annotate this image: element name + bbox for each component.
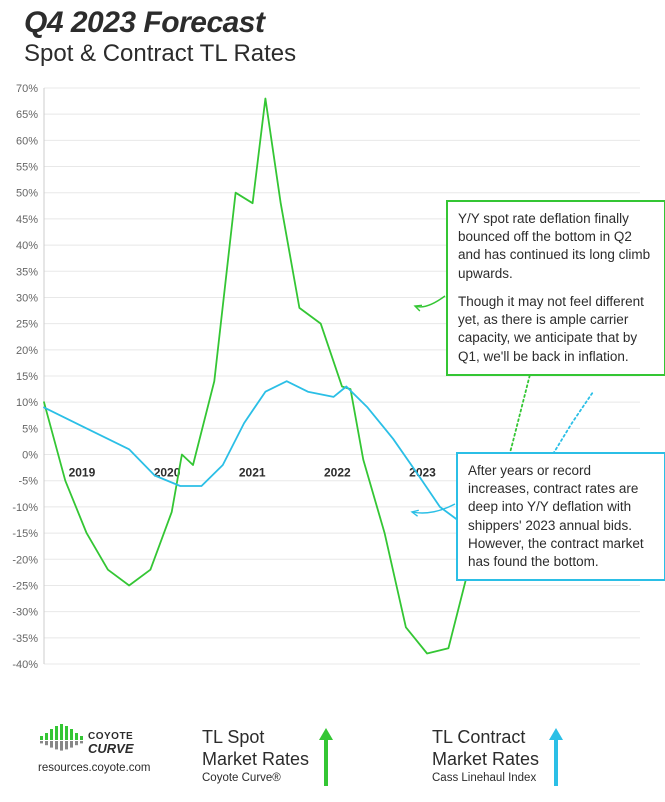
legend-contract-line2: Market Rates bbox=[432, 749, 539, 771]
line-chart: -40% -35% -30% -25% -20% -15% -10% -5% 0% 5% 10% 15… bbox=[0, 78, 665, 688]
svg-text:20%: 20% bbox=[16, 345, 38, 357]
svg-text:30%: 30% bbox=[16, 292, 38, 304]
svg-text:55%: 55% bbox=[16, 162, 38, 174]
callout-spot: Y/Y spot rate deflation finally bounced … bbox=[446, 200, 665, 376]
svg-text:60%: 60% bbox=[16, 135, 38, 147]
legend-spot: TL Spot Market Rates Coyote Curve® bbox=[202, 727, 333, 786]
legend-contract-sub: Cass Linehaul Index bbox=[432, 772, 539, 786]
up-arrow-icon bbox=[549, 728, 563, 786]
svg-text:50%: 50% bbox=[16, 188, 38, 200]
svg-text:-35%: -35% bbox=[12, 633, 38, 645]
svg-text:2022: 2022 bbox=[324, 466, 351, 480]
svg-text:25%: 25% bbox=[16, 319, 38, 331]
svg-text:15%: 15% bbox=[16, 371, 38, 383]
legend-contract-line1: TL Contract bbox=[432, 727, 539, 749]
svg-text:-20%: -20% bbox=[12, 554, 38, 566]
coyote-curve-logo: COYOTE CURVE resources.coyote.com bbox=[38, 721, 158, 774]
callout-contract-text: After years or record increases, contrac… bbox=[468, 462, 654, 571]
legend-contract: TL Contract Market Rates Cass Linehaul I… bbox=[432, 727, 563, 786]
svg-text:65%: 65% bbox=[16, 109, 38, 121]
page-title: Q4 2023 Forecast bbox=[24, 6, 264, 40]
up-arrow-icon bbox=[319, 728, 333, 786]
callout-contract: After years or record increases, contrac… bbox=[456, 452, 665, 581]
legend-spot-sub: Coyote Curve® bbox=[202, 772, 309, 786]
svg-text:-25%: -25% bbox=[12, 580, 38, 592]
svg-text:10%: 10% bbox=[16, 397, 38, 409]
svg-text:-40%: -40% bbox=[12, 659, 38, 671]
svg-text:2021: 2021 bbox=[239, 466, 266, 480]
svg-text:35%: 35% bbox=[16, 266, 38, 278]
svg-text:5%: 5% bbox=[22, 423, 38, 435]
page: { "title": "Q4 2023 Forecast", "subtitle… bbox=[0, 0, 665, 802]
svg-text:-10%: -10% bbox=[12, 502, 38, 514]
svg-text:0%: 0% bbox=[22, 450, 38, 462]
legend-spot-line2: Market Rates bbox=[202, 749, 309, 771]
svg-text:-15%: -15% bbox=[12, 528, 38, 540]
svg-text:2019: 2019 bbox=[69, 466, 96, 480]
callout-spot-text-1: Y/Y spot rate deflation finally bounced … bbox=[458, 210, 654, 283]
callout-spot-text-2: Though it may not feel different yet, as… bbox=[458, 293, 654, 366]
svg-text:-5%: -5% bbox=[18, 476, 38, 488]
svg-text:70%: 70% bbox=[16, 83, 38, 95]
legend-spot-line1: TL Spot bbox=[202, 727, 309, 749]
page-subtitle: Spot & Contract TL Rates bbox=[24, 40, 296, 68]
coyote-curve-logo-mark: COYOTE CURVE bbox=[38, 721, 148, 759]
resources-url: resources.coyote.com bbox=[38, 762, 158, 774]
logo-text-bottom: CURVE bbox=[88, 741, 134, 756]
svg-text:-30%: -30% bbox=[12, 607, 38, 619]
svg-text:40%: 40% bbox=[16, 240, 38, 252]
footer: COYOTE CURVE resources.coyote.com TL Spo… bbox=[0, 712, 665, 802]
svg-text:45%: 45% bbox=[16, 214, 38, 226]
